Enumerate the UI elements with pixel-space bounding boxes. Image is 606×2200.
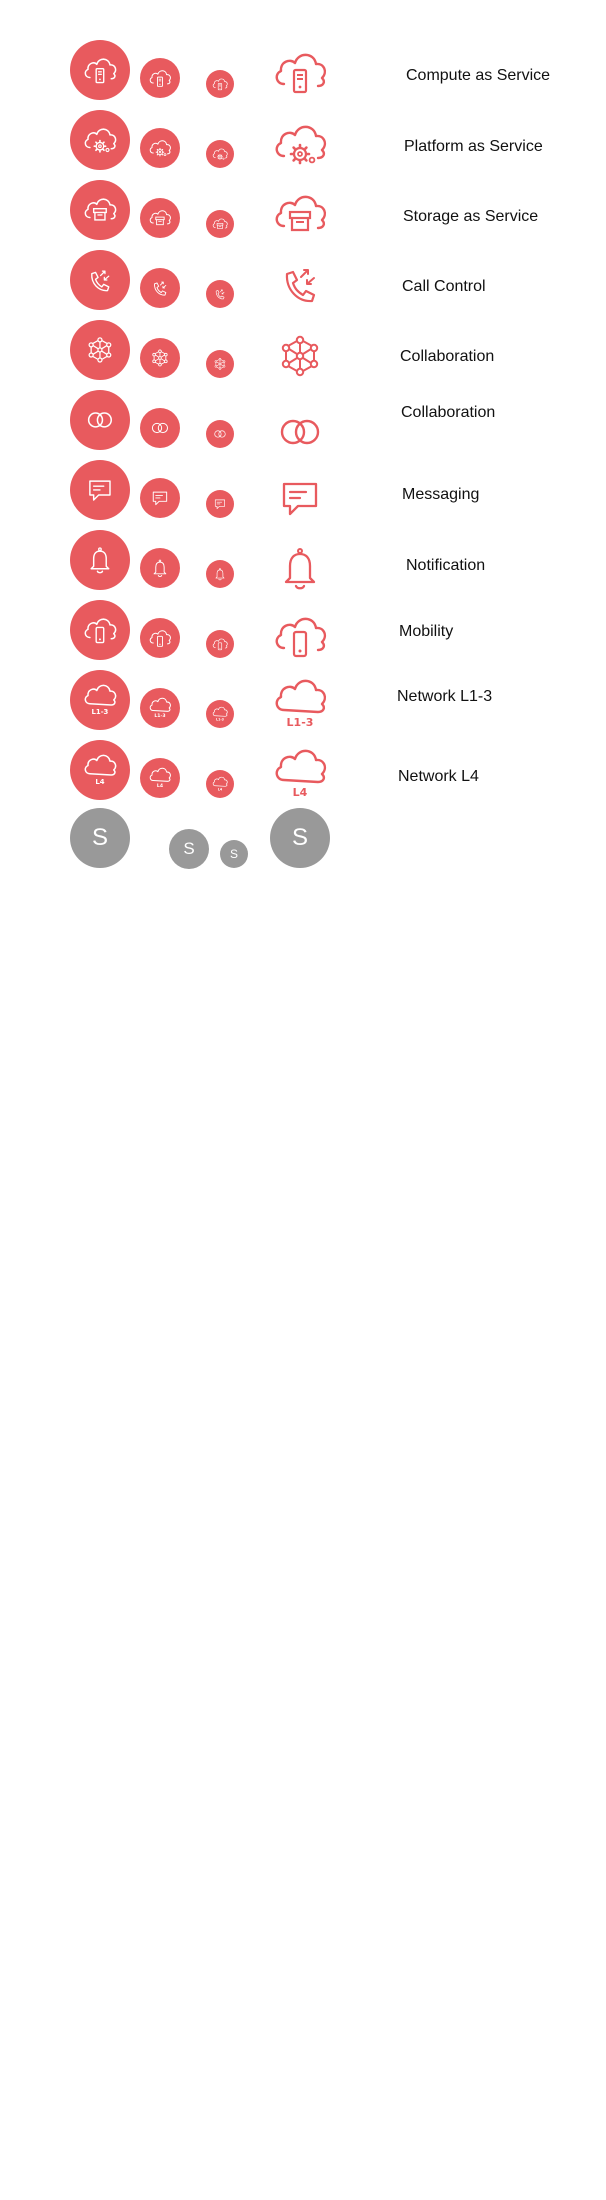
bell-outline-icon <box>268 536 332 600</box>
row-label: Notification <box>406 557 486 574</box>
linked-circles-medium-icon <box>140 408 180 448</box>
row-label: Collaboration <box>401 404 496 421</box>
cloud-storage-outline-icon <box>268 182 332 246</box>
phone-call-large-icon <box>70 250 130 310</box>
cloud-server-large-icon <box>70 40 130 100</box>
cloud-l13-large-icon: L1-3 <box>70 670 130 730</box>
cloud-gear-large-icon <box>70 110 130 170</box>
network-nodes-large-icon <box>70 320 130 380</box>
phone-call-small-icon <box>206 280 234 308</box>
svg-text:L4: L4 <box>157 783 163 789</box>
network-nodes-outline-icon <box>268 324 332 388</box>
row-label: Network L1-3 <box>397 688 493 705</box>
svg-text:L4: L4 <box>218 787 223 791</box>
row-label: Compute as Service <box>406 67 551 84</box>
svg-text:L4: L4 <box>95 778 104 786</box>
chat-bubble-small-icon <box>206 490 234 518</box>
letter-avatar-small: S <box>220 840 248 868</box>
row-label: Mobility <box>399 623 454 640</box>
cloud-storage-small-icon <box>206 210 234 238</box>
svg-text:L1-3: L1-3 <box>154 713 165 719</box>
cloud-l13-outline-icon: L1-3 <box>268 672 332 736</box>
chat-bubble-medium-icon <box>140 478 180 518</box>
bell-large-icon <box>70 530 130 590</box>
bell-small-icon <box>206 560 234 588</box>
cloud-l4-medium-icon: L4 <box>140 758 180 798</box>
row-label: Platform as Service <box>404 138 543 155</box>
letter-avatar-medium: S <box>169 829 209 869</box>
cloud-server-outline-icon <box>268 40 332 104</box>
cloud-l4-large-icon: L4 <box>70 740 130 800</box>
cloud-gear-outline-icon <box>268 112 332 176</box>
svg-text:L4: L4 <box>293 786 308 799</box>
cloud-storage-medium-icon <box>140 198 180 238</box>
cloud-l4-outline-icon: L4 <box>268 742 332 806</box>
row-label: Network L4 <box>398 768 479 785</box>
cloud-server-medium-icon <box>140 58 180 98</box>
letter-avatar-large: S <box>70 808 130 868</box>
cloud-mobile-medium-icon <box>140 618 180 658</box>
row-label: Storage as Service <box>403 208 539 225</box>
cloud-server-small-icon <box>206 70 234 98</box>
linked-circles-large-icon <box>70 390 130 450</box>
cloud-mobile-outline-icon <box>268 604 332 668</box>
row-label: Messaging <box>402 486 480 503</box>
linked-circles-small-icon <box>206 420 234 448</box>
cloud-gear-small-icon <box>206 140 234 168</box>
cloud-l4-small-icon: L4 <box>206 770 234 798</box>
linked-circles-outline-icon <box>268 400 332 464</box>
cloud-mobile-small-icon <box>206 630 234 658</box>
chat-bubble-large-icon <box>70 460 130 520</box>
row-label: Collaboration <box>400 348 495 365</box>
cloud-gear-medium-icon <box>140 128 180 168</box>
svg-text:L1-3: L1-3 <box>287 716 314 729</box>
network-nodes-small-icon <box>206 350 234 378</box>
network-nodes-medium-icon <box>140 338 180 378</box>
cloud-l13-medium-icon: L1-3 <box>140 688 180 728</box>
cloud-storage-large-icon <box>70 180 130 240</box>
chat-bubble-outline-icon <box>268 466 332 530</box>
row-label: Call Control <box>402 278 486 295</box>
svg-text:L1-3: L1-3 <box>216 717 224 721</box>
bell-medium-icon <box>140 548 180 588</box>
phone-call-medium-icon <box>140 268 180 308</box>
cloud-l13-small-icon: L1-3 <box>206 700 234 728</box>
letter-avatar-outline-variant: S <box>270 808 330 868</box>
cloud-mobile-large-icon <box>70 600 130 660</box>
svg-text:L1-3: L1-3 <box>92 708 109 716</box>
phone-call-outline-icon <box>268 252 332 316</box>
